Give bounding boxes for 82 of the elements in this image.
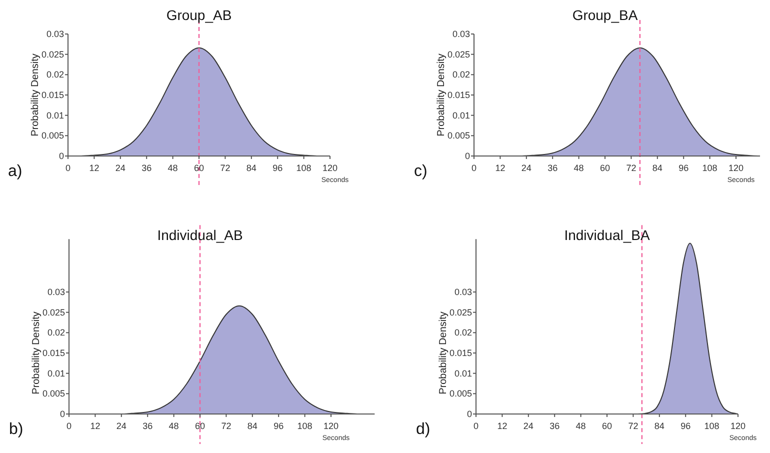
y-axis-title: Probability Density xyxy=(438,312,449,394)
x-tick-label: 60 xyxy=(194,421,206,431)
y-axis-title: Probability Density xyxy=(30,54,41,136)
x-tick-label: 120 xyxy=(728,163,744,173)
y-tick-label: 0.03 xyxy=(46,29,64,39)
x-tick-label: 108 xyxy=(704,421,720,431)
y-tick-label: 0.015 xyxy=(449,348,472,358)
x-tick-label: 120 xyxy=(730,421,746,431)
y-tick-label: 0.02 xyxy=(47,328,65,338)
x-tick-label: 36 xyxy=(142,163,152,173)
y-tick-label: 0.03 xyxy=(454,287,472,297)
x-tick-label: 24 xyxy=(115,163,126,173)
y-tick-label: 0 xyxy=(58,151,64,161)
y-tick-label: 0.005 xyxy=(449,388,472,399)
x-tick-label: 48 xyxy=(168,421,179,431)
y-tick-label: 0.02 xyxy=(454,328,472,338)
x-tick-label: 24 xyxy=(521,163,532,173)
text: d) xyxy=(416,421,430,438)
x-tick-label: 72 xyxy=(626,163,636,173)
y-tick-label: 0.015 xyxy=(42,348,65,358)
y-tick-label: 0.03 xyxy=(452,29,470,39)
y-tick-label: 0.01 xyxy=(452,110,470,120)
x-tick-label: 36 xyxy=(548,163,558,173)
y-tick-label: 0.02 xyxy=(46,70,64,80)
y-tick-label: 0.005 xyxy=(42,388,65,399)
x-tick-label: 72 xyxy=(221,421,232,431)
text: a) xyxy=(8,163,22,180)
y-tick-label: 0.01 xyxy=(454,368,472,378)
y-tick-label: 0.015 xyxy=(447,90,470,100)
y-tick-label: 0 xyxy=(60,409,65,419)
x-tick-label: 12 xyxy=(90,421,100,431)
x-tick-label: 84 xyxy=(654,421,664,431)
chart-title: Group_AB xyxy=(166,7,232,23)
text: c) xyxy=(414,163,428,180)
x-tick-label: 24 xyxy=(116,421,126,431)
x-tick-label: 48 xyxy=(168,163,178,173)
x-tick-label: 96 xyxy=(272,163,283,173)
x-tick-label: 12 xyxy=(89,163,100,173)
x-tick-label: 84 xyxy=(652,163,662,173)
x-tick-label: 0 xyxy=(66,421,72,431)
x-tick-label: 96 xyxy=(274,421,284,431)
x-tick-label: 60 xyxy=(600,163,610,173)
y-tick-label: 0.005 xyxy=(447,130,470,141)
x-tick-label: 72 xyxy=(220,163,230,173)
x-tick-label: 0 xyxy=(473,421,479,431)
y-tick-label: 0.025 xyxy=(447,49,470,60)
y-tick-label: 0.025 xyxy=(42,307,65,318)
chart-title: Group_BA xyxy=(572,7,638,23)
x-tick-label: 12 xyxy=(495,163,506,173)
y-tick-label: 0.015 xyxy=(41,90,64,100)
x-tick-label: 120 xyxy=(322,163,338,173)
y-tick-label: 0.02 xyxy=(452,70,470,80)
chart-title: Individual_AB xyxy=(157,227,243,243)
x-tick-label: 12 xyxy=(497,421,508,431)
x-tick-label: 108 xyxy=(296,163,312,173)
x-tick-label: 108 xyxy=(297,421,312,431)
y-tick-label: 0.03 xyxy=(47,287,65,297)
x-tick-label: 84 xyxy=(247,421,258,431)
y-tick-label: 0 xyxy=(464,151,470,161)
x-tick-label: 96 xyxy=(678,163,689,173)
chart-title: Individual_BA xyxy=(564,227,650,243)
x-tick-label: 24 xyxy=(523,421,534,431)
x-tick-label: 60 xyxy=(602,421,612,431)
y-tick-label: 0.005 xyxy=(41,130,64,141)
x-tick-label: 120 xyxy=(323,421,339,431)
x-tick-label: 72 xyxy=(628,421,638,431)
y-axis-title: Probability Density xyxy=(31,312,42,394)
y-tick-label: 0.025 xyxy=(41,49,64,60)
x-tick-label: 36 xyxy=(550,421,560,431)
x-tick-label: 84 xyxy=(246,163,256,173)
y-tick-label: 0 xyxy=(466,409,472,419)
x-tick-label: 108 xyxy=(702,163,718,173)
x-tick-label: 60 xyxy=(194,163,204,173)
text: b) xyxy=(9,421,24,438)
x-tick-label: 96 xyxy=(680,421,691,431)
y-tick-label: 0.025 xyxy=(449,307,472,318)
x-tick-label: 48 xyxy=(576,421,586,431)
y-tick-label: 0.01 xyxy=(46,110,64,120)
x-tick-label: 36 xyxy=(142,421,153,431)
x-tick-label: 48 xyxy=(574,163,584,173)
y-axis-title: Probability Density xyxy=(436,54,447,136)
y-tick-label: 0.01 xyxy=(47,368,65,378)
